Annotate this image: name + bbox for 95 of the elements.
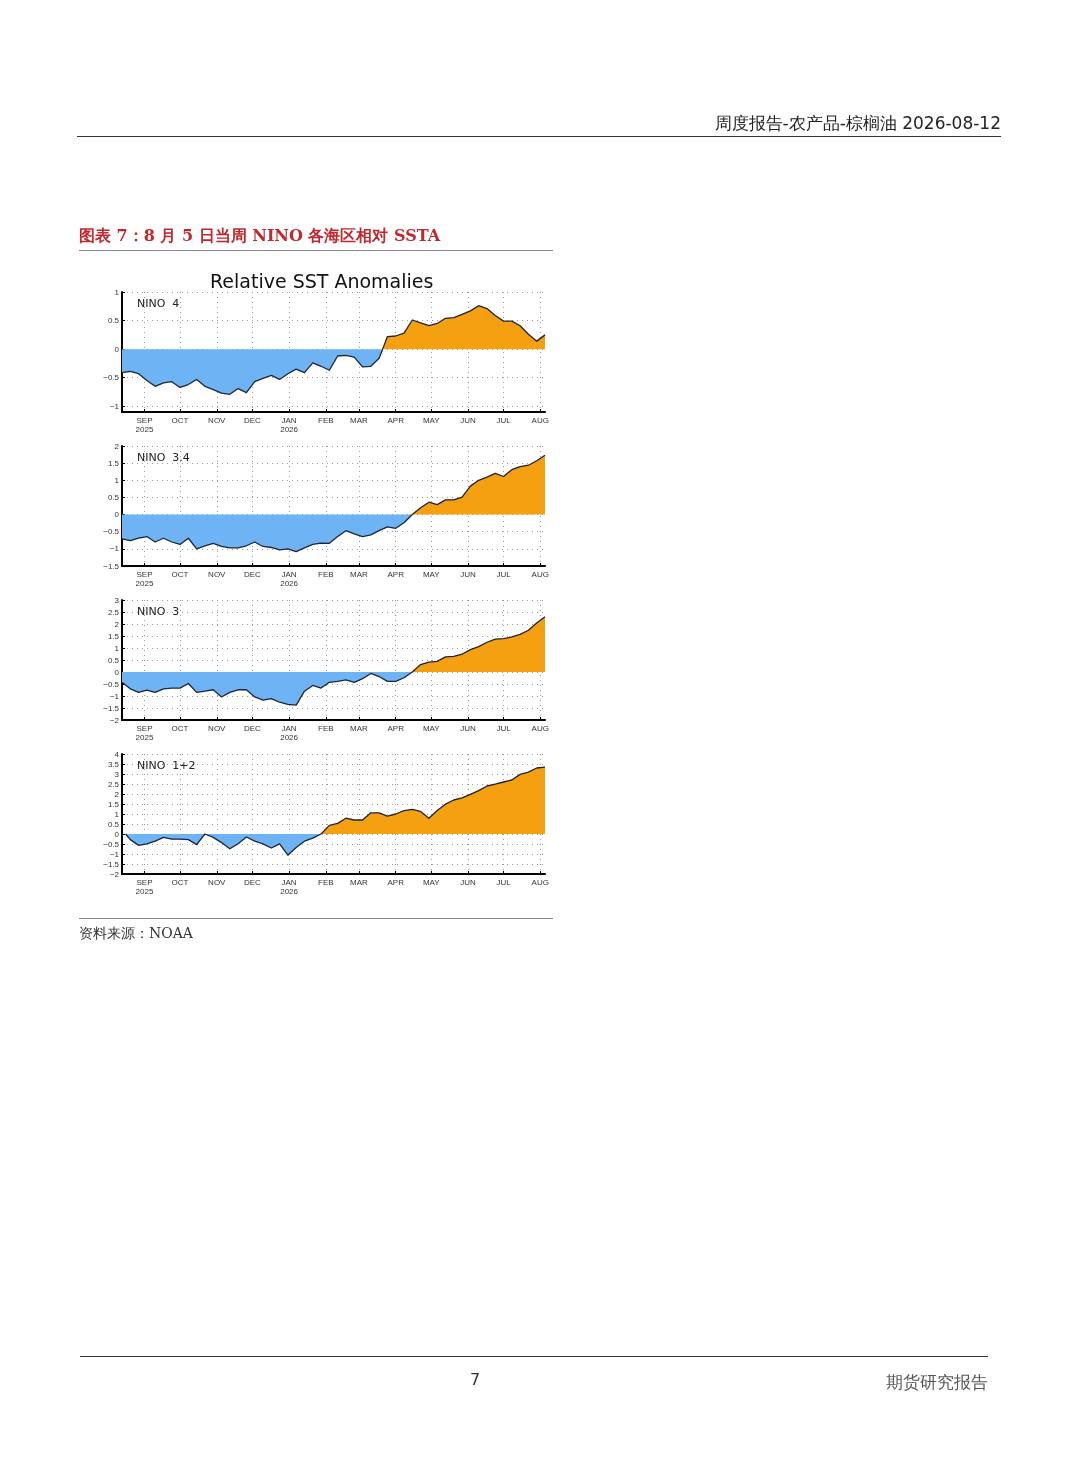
x-tick-label: JUL xyxy=(496,416,512,425)
y-tick-label: −0.5 xyxy=(103,679,120,689)
x-tick-label: NOV xyxy=(208,416,227,425)
x-tick-label: JAN 2026 xyxy=(280,878,299,896)
x-tick-label: AUG xyxy=(531,416,549,425)
x-tick-label: JUL xyxy=(496,724,512,733)
x-tick-label: JAN 2026 xyxy=(280,416,299,434)
y-tick-label: −1.5 xyxy=(103,561,120,571)
y-tick-label: −0.5 xyxy=(103,839,120,849)
y-tick-label: 0.5 xyxy=(107,316,120,326)
y-tick-label: −1 xyxy=(109,544,120,554)
x-tick-label: JUN xyxy=(460,570,476,579)
text: 资料来源：NOAA xyxy=(79,918,553,943)
x-tick-label: JAN 2026 xyxy=(280,570,299,588)
x-tick-label: DEC xyxy=(243,416,261,425)
x-tick-label: FEB xyxy=(318,570,334,579)
y-tick-label: −1 xyxy=(109,691,120,701)
text: 图表 7：8 月 5 日当周 NINO 各海区相对 SSTA xyxy=(79,226,553,251)
y-tick-label: 1.5 xyxy=(107,631,120,641)
y-tick-label: 3.5 xyxy=(107,759,120,769)
x-tick-label: SEP 2025 xyxy=(135,570,154,588)
chart-subtitle: NINO 3 xyxy=(137,605,180,618)
x-tick-label: MAR xyxy=(350,724,369,733)
y-tick-label: 1.5 xyxy=(107,799,120,809)
x-tick-label: JUN xyxy=(460,724,476,733)
text: 期货研究报告 xyxy=(886,1372,988,1392)
y-tick-label: 2 xyxy=(114,789,120,799)
y-tick-label: 0 xyxy=(114,667,120,677)
y-tick-label: −1 xyxy=(109,401,120,411)
text: NINO 3.4 xyxy=(137,451,190,464)
text: NINO 4 xyxy=(137,297,180,310)
y-tick-label: 0 xyxy=(114,829,120,839)
x-tick-label: APR xyxy=(387,878,405,887)
y-tick-label: 1.5 xyxy=(107,458,120,468)
x-tick-label: APR xyxy=(387,724,405,733)
x-tick-label: NOV xyxy=(208,570,227,579)
chart-subtitle: NINO 1+2 xyxy=(137,759,196,772)
y-tick-label: 0.5 xyxy=(107,492,120,502)
y-tick-label: 0.5 xyxy=(107,819,120,829)
y-tick-label: 1 xyxy=(114,643,120,653)
x-tick-label: AUG xyxy=(531,724,549,733)
x-tick-label: NOV xyxy=(208,878,227,887)
y-tick-label: 4 xyxy=(114,749,120,759)
x-tick-label: FEB xyxy=(318,724,334,733)
x-tick-label: AUG xyxy=(531,878,549,887)
x-tick-label: MAY xyxy=(422,724,441,733)
x-tick-label: JUL xyxy=(496,878,512,887)
x-tick-label: DEC xyxy=(243,878,261,887)
y-tick-label: 2 xyxy=(114,441,120,451)
x-tick-label: MAR xyxy=(350,878,369,887)
x-tick-label: MAR xyxy=(350,570,369,579)
x-tick-label: MAY xyxy=(422,570,441,579)
y-tick-label: −1.5 xyxy=(103,703,120,713)
x-tick-label: MAR xyxy=(350,416,369,425)
y-tick-label: 0.5 xyxy=(107,655,120,665)
y-tick-label: −2 xyxy=(109,715,120,725)
x-tick-label: AUG xyxy=(531,570,549,579)
text: 7 xyxy=(470,1370,481,1389)
y-tick-label: 1 xyxy=(114,475,120,485)
x-tick-label: OCT xyxy=(171,416,189,425)
y-tick-label: 1 xyxy=(114,287,120,297)
y-tick-label: −1 xyxy=(109,849,120,859)
x-tick-label: APR xyxy=(387,570,405,579)
x-tick-label: JAN 2026 xyxy=(280,724,299,742)
x-tick-label: FEB xyxy=(318,878,334,887)
y-tick-label: 2.5 xyxy=(107,779,120,789)
y-tick-label: 3 xyxy=(114,595,120,605)
x-tick-label: JUL xyxy=(496,570,512,579)
x-tick-label: JUN xyxy=(460,416,476,425)
y-tick-label: −0.5 xyxy=(103,527,120,537)
x-tick-label: APR xyxy=(387,416,405,425)
text: 周度报告-农产品-棕榈油 2026-08-12 xyxy=(77,112,1001,137)
x-tick-label: OCT xyxy=(171,724,189,733)
x-tick-label: SEP 2025 xyxy=(135,878,154,896)
x-tick-label: SEP 2025 xyxy=(135,724,154,742)
x-tick-label: MAY xyxy=(422,416,441,425)
y-tick-label: −1.5 xyxy=(103,859,120,869)
x-tick-label: NOV xyxy=(208,724,227,733)
y-tick-label: 0 xyxy=(114,344,120,354)
y-tick-label: 2.5 xyxy=(107,607,120,617)
y-tick-label: −0.5 xyxy=(103,373,120,383)
y-tick-label: 0 xyxy=(114,510,120,520)
chart-title: Relative SST Anomalies xyxy=(210,269,434,292)
x-tick-label: SEP 2025 xyxy=(135,416,154,434)
x-tick-label: OCT xyxy=(171,878,189,887)
y-tick-label: −2 xyxy=(109,869,120,879)
x-tick-label: DEC xyxy=(243,724,261,733)
x-tick-label: DEC xyxy=(243,570,261,579)
x-tick-label: JUN xyxy=(460,878,476,887)
y-tick-label: 2 xyxy=(114,619,120,629)
y-tick-label: 1 xyxy=(114,809,120,819)
x-tick-label: MAY xyxy=(422,878,441,887)
y-tick-label: 3 xyxy=(114,769,120,779)
x-tick-label: FEB xyxy=(318,416,334,425)
x-tick-label: OCT xyxy=(171,570,189,579)
